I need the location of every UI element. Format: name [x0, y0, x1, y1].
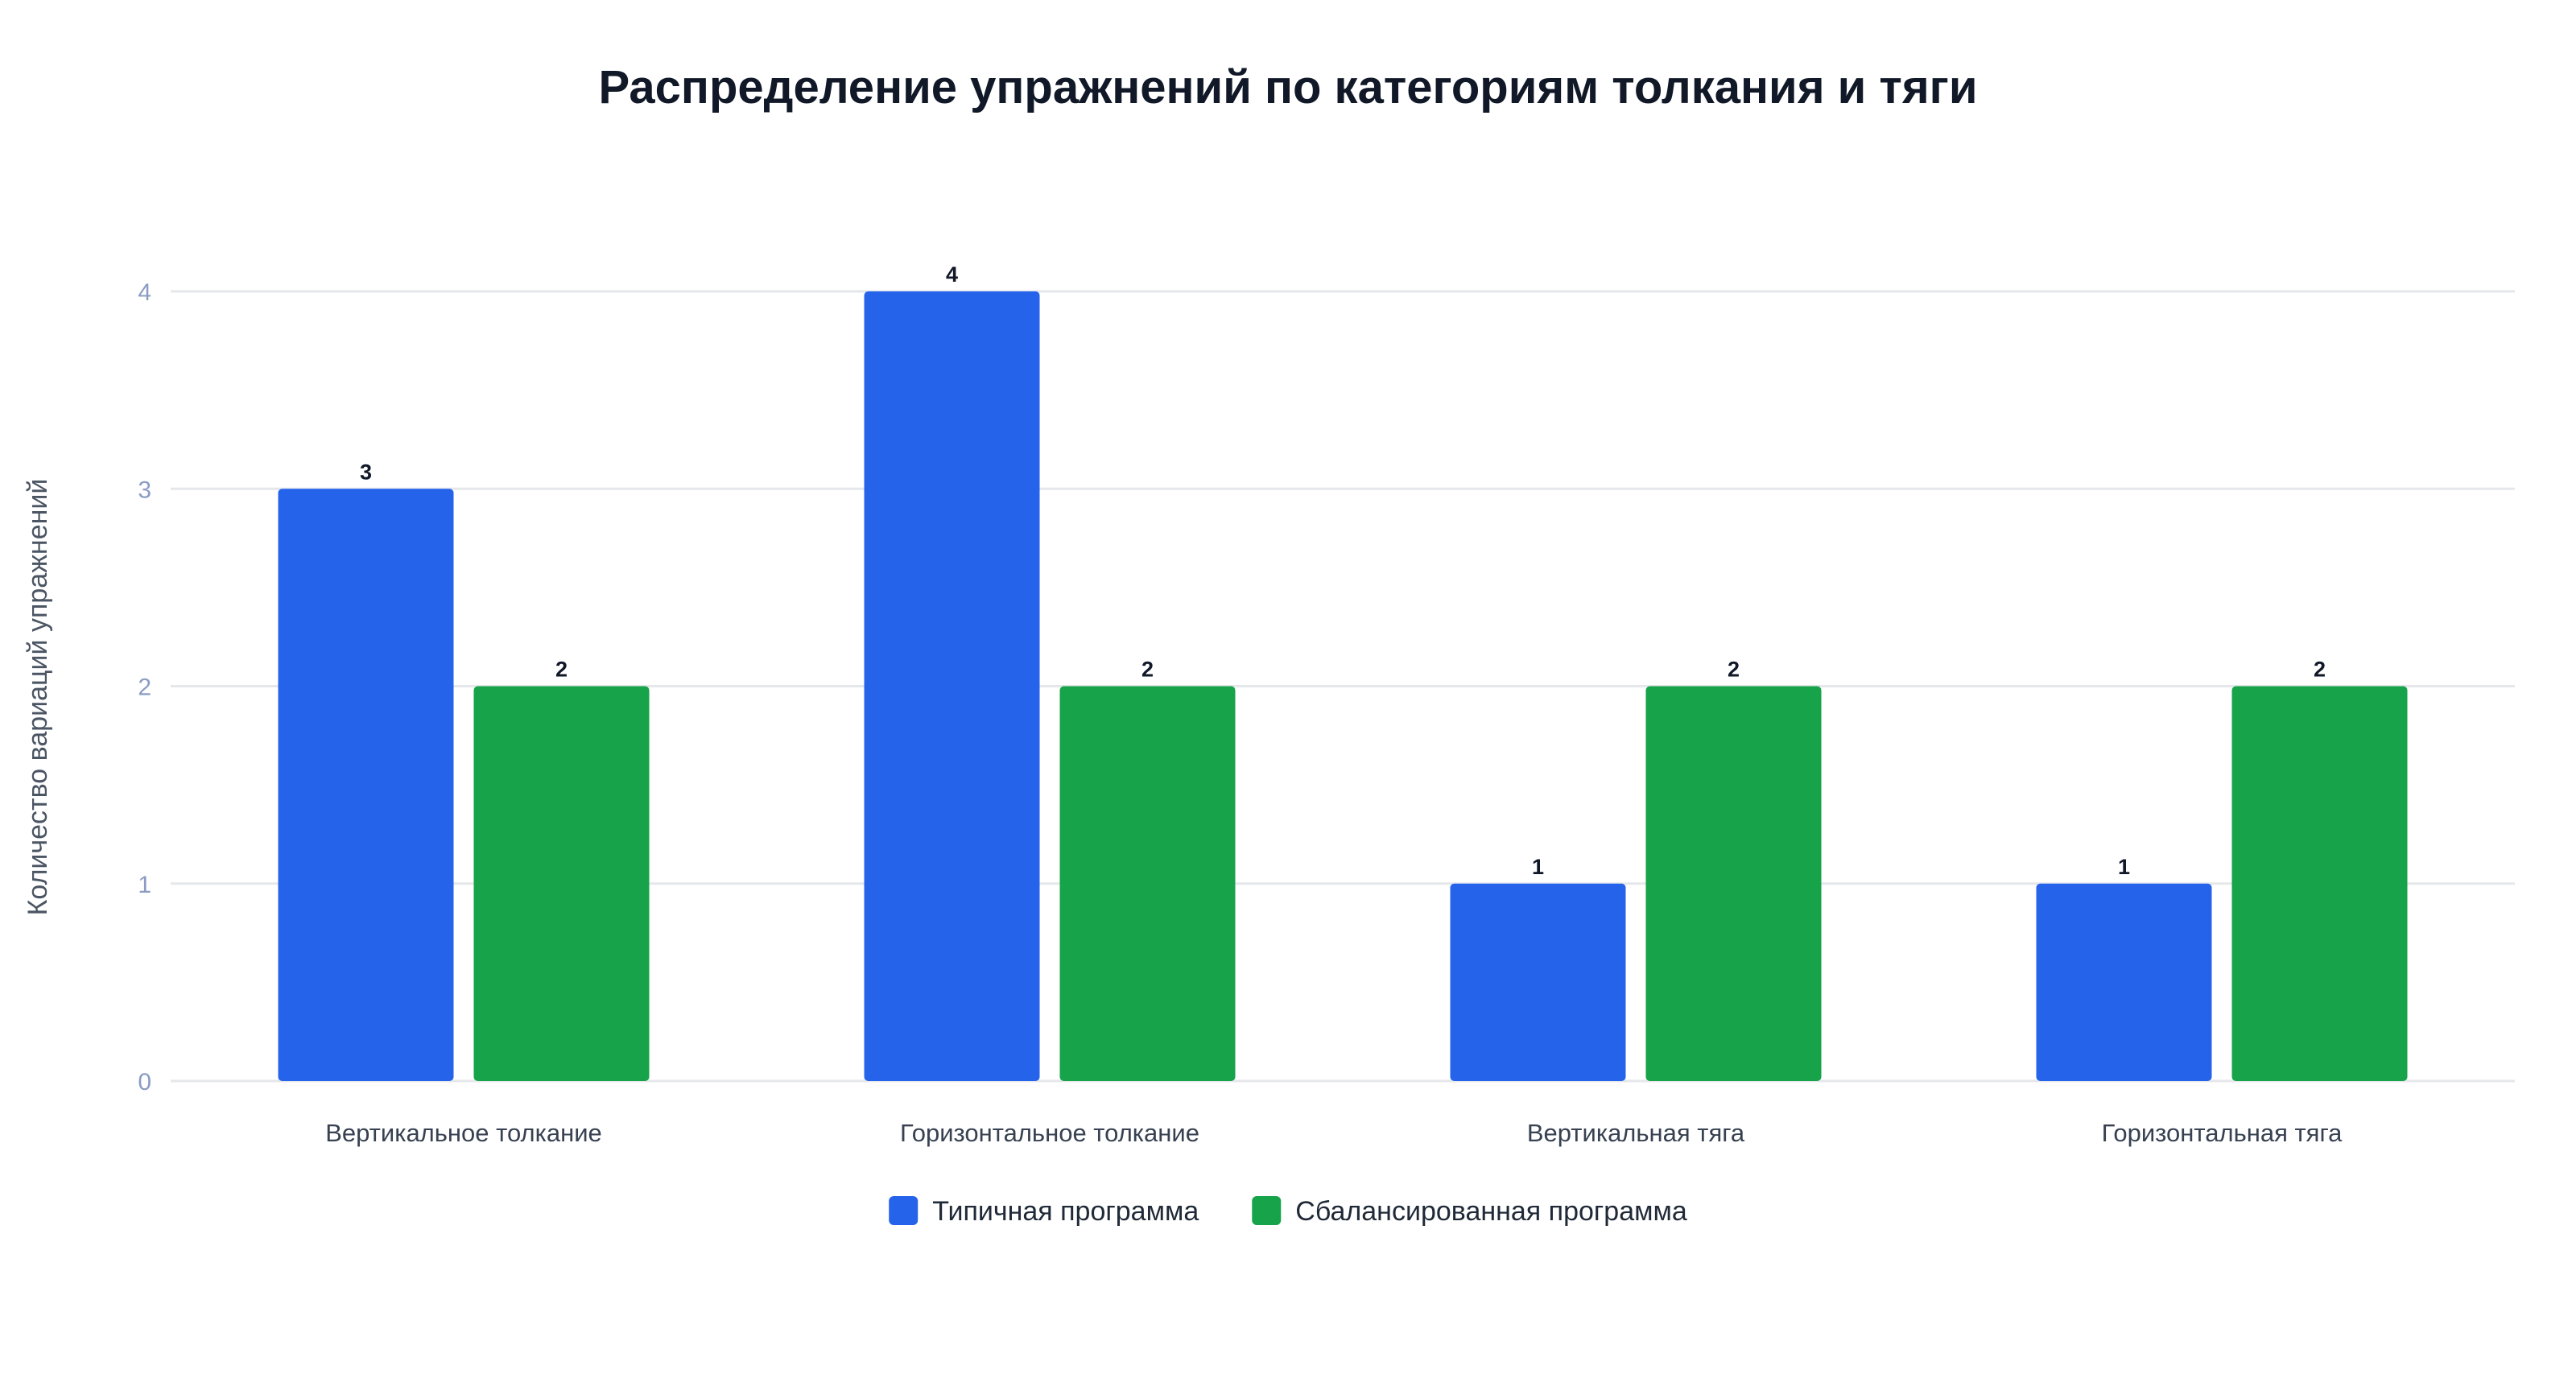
y-tick-label: 1 [138, 872, 151, 898]
y-tick-label: 2 [138, 675, 151, 701]
bar [1645, 686, 1822, 1081]
chart-title: Распределение упражнений по категориям т… [599, 61, 1978, 113]
x-tick-label: Вертикальная тяга [1527, 1119, 1745, 1147]
bar-value-label: 2 [1141, 658, 1154, 682]
y-tick-label: 3 [138, 477, 151, 503]
bars [278, 291, 2408, 1081]
legend-item[interactable]: Типичная программа [889, 1196, 1199, 1227]
bar-value-label: 2 [1728, 658, 1740, 682]
bar-value-labels: 3 2 4 2 1 2 1 2 [360, 262, 2326, 879]
y-axis-label: Количество вариаций упражнений [23, 479, 53, 916]
bar [2036, 883, 2212, 1081]
bar [864, 291, 1040, 1081]
x-tick-label: Вертикальное толкание [325, 1119, 602, 1147]
legend-item[interactable]: Сбалансированная программа [1252, 1196, 1687, 1227]
legend: Типичная программа Сбалансированная прогр… [889, 1196, 1687, 1227]
x-tick-label: Горизонтальное толкание [900, 1119, 1199, 1147]
y-axis-ticks: 0 1 2 3 4 [138, 279, 151, 1095]
bar [2231, 686, 2408, 1081]
x-axis-ticks: Вертикальное толкание Горизонтальное толк… [325, 1119, 2343, 1147]
legend-label: Типичная программа [932, 1196, 1199, 1227]
bar [1059, 686, 1236, 1081]
bar-value-label: 1 [2118, 855, 2130, 879]
x-tick-label: Горизонтальная тяга [2102, 1119, 2343, 1147]
bar-value-label: 4 [946, 262, 958, 287]
bar-value-label: 2 [555, 658, 568, 682]
bar [278, 489, 454, 1081]
bar-value-label: 3 [360, 460, 372, 484]
legend-swatch [1252, 1196, 1282, 1225]
bar [1450, 883, 1626, 1081]
y-tick-label: 4 [138, 279, 151, 306]
bar [473, 686, 650, 1081]
legend-label: Сбалансированная программа [1295, 1196, 1687, 1227]
bar-value-label: 2 [2314, 658, 2326, 682]
legend-swatch [889, 1196, 919, 1225]
bar-value-label: 1 [1532, 855, 1544, 879]
y-tick-label: 0 [138, 1069, 151, 1095]
